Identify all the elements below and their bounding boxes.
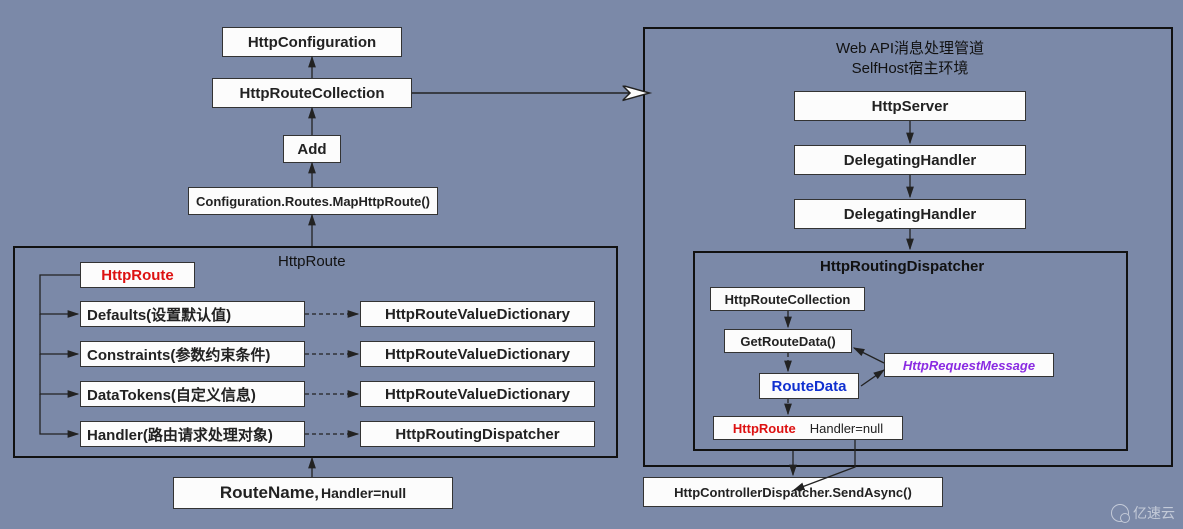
- http-server-box: HttpServer: [794, 91, 1026, 121]
- http-configuration-box: HttpConfiguration: [222, 27, 402, 57]
- delegating-handler-2-box: DelegatingHandler: [794, 199, 1026, 229]
- route-data-box: RouteData: [759, 373, 859, 399]
- datatokens-box: DataTokens(自定义信息): [80, 381, 305, 407]
- watermark-text: 亿速云: [1133, 503, 1175, 523]
- http-route-right-label: HttpRoute: [733, 421, 796, 436]
- pipeline-title-1: Web API消息处理管道: [820, 37, 1000, 58]
- watermark: 亿速云: [1111, 503, 1175, 523]
- map-http-route-box: Configuration.Routes.MapHttpRoute(): [188, 187, 438, 215]
- handler-null-right-label: Handler=null: [810, 421, 883, 436]
- controller-dispatcher-box: HttpControllerDispatcher.SendAsync(): [643, 477, 943, 507]
- pipeline-title-2: SelfHost宿主环境: [845, 57, 975, 78]
- dict2-box: HttpRouteValueDictionary: [360, 341, 595, 367]
- get-route-data-box: GetRouteData(): [724, 329, 852, 353]
- http-route-container-label: HttpRoute: [278, 253, 346, 270]
- dict3-box: HttpRouteValueDictionary: [360, 381, 595, 407]
- delegating-handler-1-box: DelegatingHandler: [794, 145, 1026, 175]
- http-request-message-box: HttpRequestMessage: [884, 353, 1054, 377]
- httproute-handler-box: HttpRoute Handler=null: [713, 416, 903, 440]
- routing-dispatcher-box: HttpRoutingDispatcher: [360, 421, 595, 447]
- add-box: Add: [283, 135, 341, 163]
- watermark-logo-icon: [1111, 504, 1129, 522]
- http-route-box: HttpRoute: [80, 262, 195, 288]
- handler-null-label: Handler=null: [321, 485, 406, 501]
- defaults-box: Defaults(设置默认值): [80, 301, 305, 327]
- routing-dispatcher-container-label: HttpRoutingDispatcher: [820, 258, 984, 275]
- constraints-box: Constraints(参数约束条件): [80, 341, 305, 367]
- handler-box: Handler(路由请求处理对象): [80, 421, 305, 447]
- http-route-collection-right-box: HttpRouteCollection: [710, 287, 865, 311]
- routename-label: RouteName,: [220, 483, 319, 503]
- routename-handler-box: RouteName, Handler=null: [173, 477, 453, 509]
- dict1-box: HttpRouteValueDictionary: [360, 301, 595, 327]
- http-route-collection-box: HttpRouteCollection: [212, 78, 412, 108]
